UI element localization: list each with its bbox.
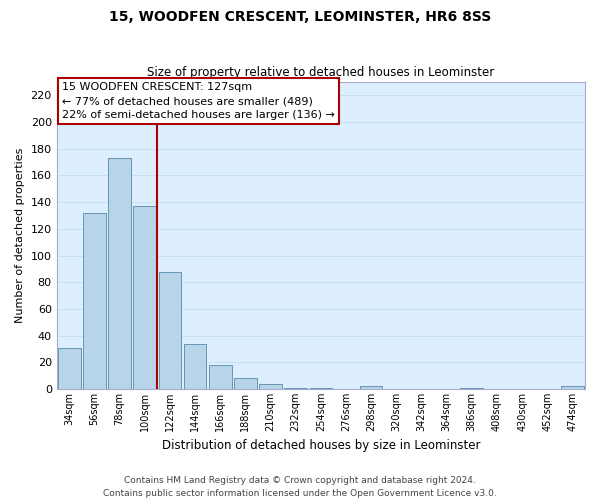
Bar <box>310 388 332 389</box>
Bar <box>284 388 307 389</box>
Bar <box>234 378 257 389</box>
X-axis label: Distribution of detached houses by size in Leominster: Distribution of detached houses by size … <box>161 440 480 452</box>
Text: 15, WOODFEN CRESCENT, LEOMINSTER, HR6 8SS: 15, WOODFEN CRESCENT, LEOMINSTER, HR6 8S… <box>109 10 491 24</box>
Text: Contains HM Land Registry data © Crown copyright and database right 2024.
Contai: Contains HM Land Registry data © Crown c… <box>103 476 497 498</box>
Bar <box>259 384 282 389</box>
Bar <box>209 365 232 389</box>
Bar <box>133 206 156 389</box>
Bar <box>561 386 584 389</box>
Bar <box>158 272 181 389</box>
Title: Size of property relative to detached houses in Leominster: Size of property relative to detached ho… <box>147 66 494 80</box>
Bar <box>460 388 483 389</box>
Y-axis label: Number of detached properties: Number of detached properties <box>15 148 25 323</box>
Bar <box>83 213 106 389</box>
Bar <box>184 344 206 389</box>
Text: 15 WOODFEN CRESCENT: 127sqm
← 77% of detached houses are smaller (489)
22% of se: 15 WOODFEN CRESCENT: 127sqm ← 77% of det… <box>62 82 335 120</box>
Bar <box>360 386 382 389</box>
Bar <box>58 348 80 389</box>
Bar <box>108 158 131 389</box>
